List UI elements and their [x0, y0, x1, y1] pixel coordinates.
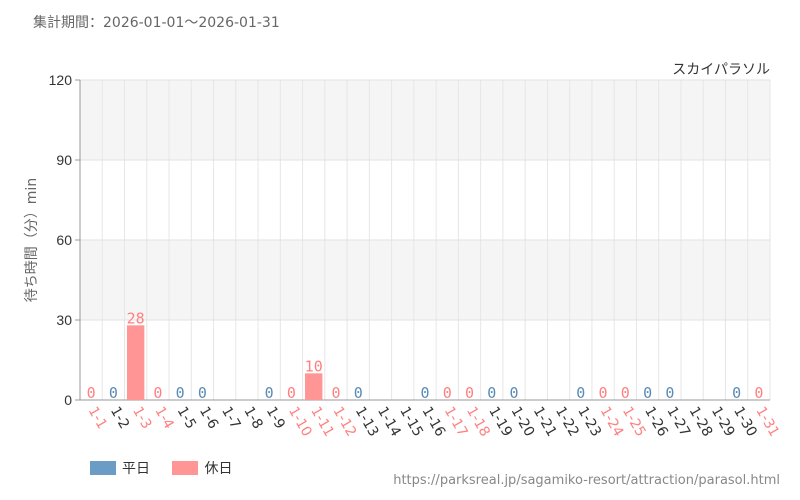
bar-value-label: 0 — [420, 384, 429, 402]
y-tick-label: 120 — [49, 72, 73, 88]
source-url: https://parksreal.jp/sagamiko-resort/att… — [393, 473, 780, 488]
bar-value-label: 0 — [198, 384, 207, 402]
x-tick-label: 1-4 — [151, 404, 176, 432]
x-tick-label: 1-9 — [263, 404, 288, 432]
bar-value-label: 0 — [87, 384, 96, 402]
period-range: 2026-01-01～2026-01-31 — [103, 15, 280, 31]
period-label: 集計期間： — [33, 15, 103, 31]
plot-band — [80, 80, 770, 160]
bar-value-label: 0 — [109, 384, 118, 402]
x-tick-label: 1-8 — [240, 404, 265, 432]
legend: 平日 休日 — [90, 458, 250, 478]
bar-value-label: 0 — [265, 384, 274, 402]
bar-value-label: 0 — [176, 384, 185, 402]
x-tick-label: 1-2 — [107, 404, 132, 432]
legend-swatch-holiday — [172, 461, 199, 475]
bar-value-label: 0 — [599, 384, 608, 402]
y-tick-label: 90 — [56, 152, 72, 168]
bar-value-label: 0 — [643, 384, 652, 402]
plot-band — [80, 160, 770, 240]
plot-band — [80, 240, 770, 320]
x-tick-label: 1-6 — [196, 404, 221, 432]
legend-label-holiday: 休日 — [204, 461, 233, 477]
y-axis-label: 待ち時間（分）min — [24, 178, 40, 302]
bar-value-label: 0 — [510, 384, 519, 402]
x-tick-label: 1-5 — [174, 404, 199, 432]
bar-value-label: 0 — [443, 384, 452, 402]
bar-value-label: 0 — [153, 384, 162, 402]
bar-holiday — [305, 373, 323, 400]
y-tick-label: 60 — [56, 232, 72, 248]
legend-item-weekday: 平日 — [90, 458, 150, 478]
x-tick-label: 1-7 — [218, 404, 243, 432]
y-tick-label: 0 — [64, 392, 72, 408]
bar-value-label: 0 — [732, 384, 741, 402]
attraction-name: スカイパラソル — [672, 62, 770, 78]
bar-value-label: 28 — [127, 309, 145, 327]
bar-value-label: 10 — [305, 357, 323, 375]
legend-label-weekday: 平日 — [122, 461, 150, 477]
x-tick-label: 1-3 — [129, 404, 154, 432]
bar-value-label: 0 — [621, 384, 630, 402]
legend-item-holiday: 休日 — [172, 458, 232, 478]
bar-value-label: 0 — [754, 384, 763, 402]
bar-value-label: 0 — [354, 384, 363, 402]
period-text: 集計期間：2026-01-01～2026-01-31 — [33, 12, 280, 32]
bar-value-label: 0 — [665, 384, 674, 402]
plot-band — [80, 320, 770, 400]
bar-value-label: 0 — [465, 384, 474, 402]
bar-value-label: 0 — [331, 384, 340, 402]
bar-value-label: 0 — [576, 384, 585, 402]
bar-value-label: 0 — [287, 384, 296, 402]
x-tick-label: 1-1 — [85, 404, 110, 432]
bar-value-label: 0 — [487, 384, 496, 402]
legend-swatch-weekday — [90, 461, 116, 475]
bar-holiday — [126, 325, 145, 400]
x-tick-label: 1-31 — [752, 404, 782, 440]
y-tick-label: 30 — [56, 312, 72, 328]
